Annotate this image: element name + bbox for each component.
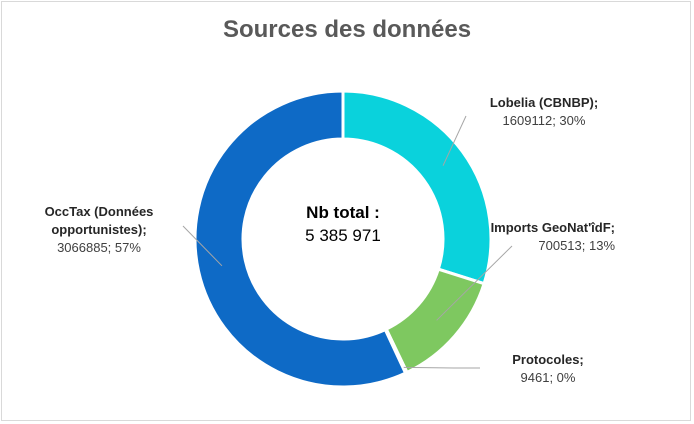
data-label-value: 700513; 13% — [538, 238, 615, 253]
leader-line-imports-geonat — [436, 245, 513, 321]
data-label-name: Lobelia (CBNBP); — [489, 95, 599, 110]
data-label-protocoles: Protocoles; 9461; 0% — [478, 351, 618, 387]
chart-title: Sources des données — [222, 16, 472, 43]
center-total-caption: Nb total : — [306, 203, 380, 222]
data-label-name: OccTax (Données opportunistes); — [44, 204, 154, 237]
data-label-imports-geonat: Imports GeoNat'îdF; 700513; 13% — [490, 219, 615, 255]
data-label-value: 9461; 0% — [520, 370, 576, 385]
donut-slices — [193, 89, 493, 389]
data-label-value: 1609112; 30% — [502, 113, 586, 128]
leader-lines — [182, 115, 513, 369]
data-label-name: Protocoles; — [512, 352, 584, 367]
slice-lobelia — [341, 89, 493, 286]
center-total-label: Nb total : 5 385 971 — [268, 202, 418, 248]
data-label-lobelia: Lobelia (CBNBP); 1609112; 30% — [470, 94, 618, 130]
data-label-value: 3066885; 57% — [57, 240, 141, 255]
leader-line-lobelia — [442, 115, 467, 166]
center-total-value: 5 385 971 — [305, 226, 381, 245]
data-label-occtax: OccTax (Données opportunistes); 3066885;… — [14, 203, 184, 257]
slice-occtax — [193, 89, 408, 389]
leader-line-occtax — [182, 225, 223, 267]
leader-line-protocoles — [403, 366, 480, 369]
data-label-name: Imports GeoNat'îdF; — [490, 220, 615, 235]
